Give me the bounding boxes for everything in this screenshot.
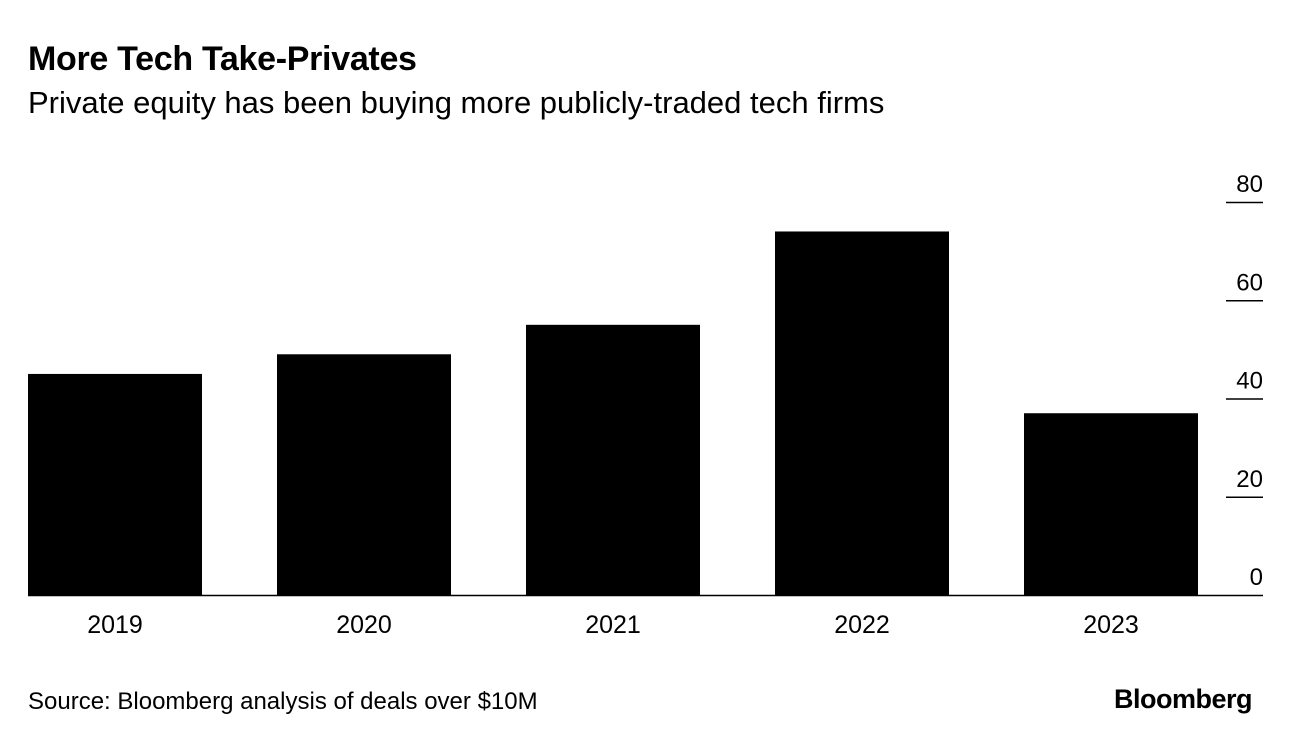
x-tick-label-2022: 2022 <box>834 611 890 639</box>
bars-group <box>28 231 1198 595</box>
y-tick-label-80: 80 <box>1236 171 1263 198</box>
chart-title: More Tech Take-Privates <box>28 40 417 78</box>
y-tick-label-20: 20 <box>1236 466 1263 493</box>
y-tick-label-0: 0 <box>1250 564 1263 591</box>
chart-subtitle: Private equity has been buying more publ… <box>28 85 885 120</box>
x-tick-label-2019: 2019 <box>87 611 143 639</box>
source-note: Source: Bloomberg analysis of deals over… <box>28 688 538 715</box>
bar-2019 <box>28 373 202 595</box>
bar-2023 <box>1024 413 1198 595</box>
x-tick-label-2020: 2020 <box>336 611 392 639</box>
x-axis: 2019 2020 2021 2022 2023 <box>28 594 1263 639</box>
bar-2020 <box>277 354 451 595</box>
bloomberg-logo: Bloomberg <box>1113 684 1253 714</box>
y-axis: 0 20 40 60 80 <box>1226 171 1263 591</box>
x-tick-label-2023: 2023 <box>1083 611 1139 639</box>
y-tick-label-60: 60 <box>1236 269 1263 296</box>
bar-2022 <box>775 231 949 595</box>
x-tick-label-2021: 2021 <box>585 611 641 639</box>
y-tick-label-40: 40 <box>1236 368 1263 395</box>
bar-2021 <box>526 324 700 595</box>
